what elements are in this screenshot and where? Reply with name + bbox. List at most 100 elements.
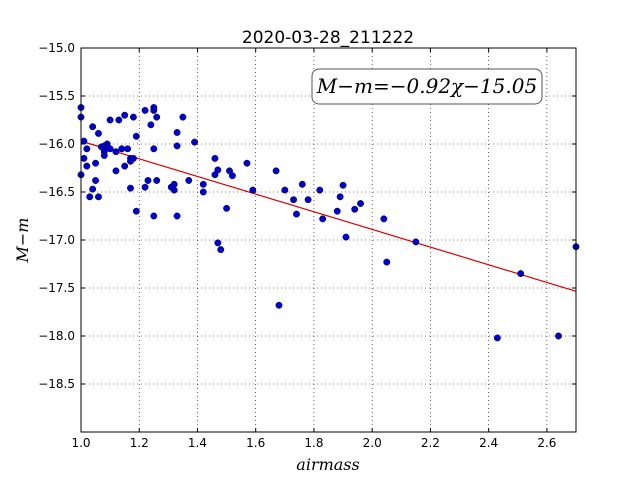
data-point: [517, 270, 525, 278]
data-point: [380, 215, 388, 223]
data-point: [147, 121, 155, 129]
data-point: [316, 186, 324, 194]
x-tick-label: 1.4: [188, 436, 207, 450]
data-point: [342, 233, 350, 241]
fit-line-group: [80, 140, 577, 292]
data-point: [185, 177, 193, 184]
data-point: [89, 185, 97, 193]
data-point: [106, 116, 114, 124]
data-point: [124, 145, 132, 153]
data-point: [555, 332, 562, 340]
y-tick-label: −18.5: [38, 377, 75, 391]
y-tick-label: −16.5: [38, 185, 75, 199]
data-point: [89, 123, 97, 131]
x-tick-label: 1.2: [130, 436, 149, 450]
data-point: [272, 167, 280, 175]
data-point: [223, 204, 231, 212]
data-point: [127, 184, 134, 192]
x-axis-label: airmass: [296, 455, 359, 474]
data-point: [199, 180, 207, 188]
data-point: [141, 106, 149, 114]
data-point: [150, 104, 158, 111]
data-point: [199, 188, 207, 196]
data-point: [80, 154, 88, 162]
data-point: [173, 142, 181, 150]
data-point: [95, 193, 102, 201]
data-point: [129, 154, 137, 162]
data-point: [118, 145, 126, 153]
y-tick-label: −17.5: [38, 281, 75, 295]
data-point: [214, 166, 222, 174]
data-point: [228, 172, 236, 180]
data-point: [153, 177, 161, 184]
data-point: [357, 200, 364, 207]
data-point: [150, 212, 158, 220]
data-point: [319, 215, 327, 223]
data-point: [383, 258, 391, 266]
y-tick-label: −17.0: [38, 233, 75, 247]
x-tick-label: 2.4: [479, 436, 498, 450]
data-point: [132, 132, 140, 140]
y-tick-label: −18.0: [38, 329, 75, 343]
x-tick-label: 1.6: [246, 436, 265, 450]
data-point: [170, 186, 178, 194]
data-point: [339, 181, 347, 189]
annotation-box: M−m=−0.92χ−15.05: [311, 68, 543, 105]
data-point: [121, 111, 129, 119]
data-point: [179, 113, 187, 121]
data-point: [92, 177, 100, 184]
data-point: [304, 196, 312, 204]
data-point: [129, 113, 137, 121]
data-point: [281, 186, 289, 194]
data-point: [191, 138, 199, 146]
data-point: [275, 301, 283, 309]
data-point: [106, 145, 114, 153]
data-point: [80, 137, 88, 145]
plot-frame: [80, 47, 577, 433]
data-point: [173, 129, 181, 136]
chart-title: 2020-03-28_211222: [242, 28, 414, 48]
y-axis-label: M−m: [13, 218, 32, 264]
data-point: [83, 145, 91, 153]
data-point: [290, 196, 298, 204]
data-point: [249, 186, 257, 194]
data-point: [333, 207, 341, 215]
data-point: [150, 145, 158, 153]
x-tick-label: 1.8: [304, 436, 323, 450]
data-point: [214, 239, 222, 247]
data-point: [115, 116, 123, 124]
fit-line: [80, 140, 577, 292]
data-point: [211, 154, 219, 162]
data-points: [77, 104, 580, 342]
data-point: [112, 167, 120, 175]
axis-ticks: 1.0 1.2 1.4 1.6 1.8 2.0 2.2 2.4 2.6 −15.0 −15.5 −16…: [38, 41, 576, 450]
y-tick-label: −15.0: [38, 41, 75, 55]
data-point: [336, 193, 344, 201]
data-point: [153, 113, 161, 121]
data-point: [217, 246, 225, 254]
data-point: [293, 210, 300, 218]
x-tick-label: 2.2: [421, 436, 440, 450]
data-point: [86, 193, 94, 201]
y-tick-label: −16.0: [38, 137, 75, 151]
data-point: [121, 162, 129, 170]
data-point: [95, 129, 102, 137]
fit-equation-label: M−m=−0.92χ−15.05: [316, 74, 537, 98]
data-point: [243, 159, 251, 167]
data-point: [100, 152, 108, 159]
data-point: [173, 212, 181, 220]
data-point: [351, 205, 359, 213]
data-point: [298, 180, 306, 188]
data-point: [144, 177, 152, 184]
data-point: [83, 162, 91, 170]
data-point: [412, 238, 420, 246]
x-tick-label: 1.0: [71, 436, 90, 450]
data-point: [132, 207, 140, 215]
data-point: [170, 180, 178, 188]
data-point: [112, 148, 120, 156]
x-tick-label: 2.6: [537, 436, 556, 450]
y-tick-label: −15.5: [38, 89, 75, 103]
data-point: [493, 334, 501, 342]
data-point: [141, 183, 149, 191]
